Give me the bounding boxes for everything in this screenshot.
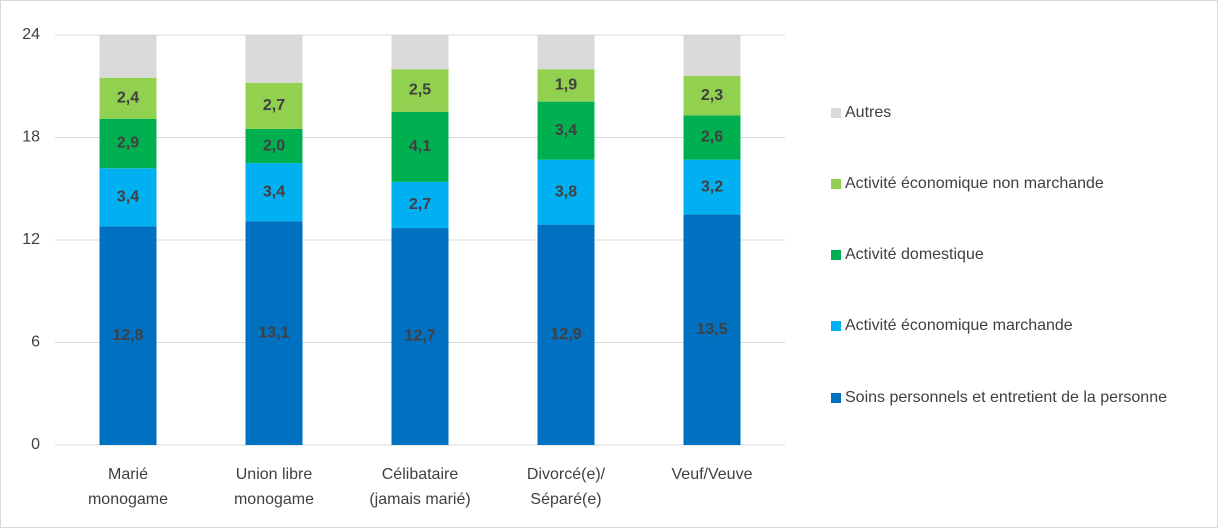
value-label: 12,8 bbox=[112, 327, 143, 344]
y-tick-label: 0 bbox=[31, 436, 40, 453]
x-tick-label: Union libre monogame bbox=[234, 466, 314, 508]
bar-segment bbox=[391, 228, 449, 445]
value-label: 12,7 bbox=[404, 328, 435, 345]
bar-segment bbox=[537, 159, 595, 225]
legend-label: Activité domestique bbox=[845, 246, 984, 263]
bar-segment bbox=[391, 35, 449, 70]
bar-segment bbox=[537, 224, 595, 445]
legend-swatch bbox=[831, 393, 841, 403]
bar-segment bbox=[99, 226, 157, 445]
value-label: 13,1 bbox=[258, 324, 289, 341]
value-label: 2,0 bbox=[263, 137, 285, 154]
bar-segment bbox=[683, 115, 741, 160]
bar-segment bbox=[245, 163, 303, 222]
value-label: 3,4 bbox=[263, 183, 285, 200]
y-tick-label: 18 bbox=[22, 129, 40, 146]
legend-label: Activité économique non marchande bbox=[845, 175, 1104, 192]
bar-segment bbox=[99, 118, 157, 169]
bar-segment bbox=[683, 159, 741, 215]
legend-label: Soins personnels et entretient de la per… bbox=[845, 389, 1167, 406]
y-tick-label: 12 bbox=[22, 231, 40, 248]
bar-segment bbox=[99, 168, 157, 227]
legend-swatch bbox=[831, 108, 841, 118]
bar-segment bbox=[245, 128, 303, 164]
legend-swatch bbox=[831, 179, 841, 189]
value-label: 3,4 bbox=[117, 189, 139, 206]
bar-segment bbox=[391, 69, 449, 112]
value-label: 1,9 bbox=[555, 77, 577, 94]
legend-label: Autres bbox=[845, 104, 891, 121]
bar-segment bbox=[245, 35, 303, 83]
value-label: 2,7 bbox=[409, 196, 431, 213]
value-label: 2,3 bbox=[701, 87, 723, 104]
value-label: 2,5 bbox=[409, 82, 431, 99]
x-tick-label: Marié monogame bbox=[88, 466, 168, 508]
bar-segment bbox=[683, 214, 741, 445]
bar-segment bbox=[537, 101, 595, 160]
value-label: 2,9 bbox=[117, 135, 139, 152]
legend-swatch bbox=[831, 321, 841, 331]
bar-segment bbox=[683, 35, 741, 76]
x-tick-label: Divorcé(e)/Séparé(e) bbox=[527, 466, 606, 508]
x-tick-label: Veuf/Veuve bbox=[672, 466, 753, 483]
value-label: 2,6 bbox=[701, 129, 723, 146]
legend-label: Activité économique marchande bbox=[845, 317, 1073, 334]
value-label: 2,7 bbox=[263, 97, 285, 114]
bar-segment bbox=[245, 82, 303, 129]
bar-segment bbox=[537, 69, 595, 102]
value-label: 4,1 bbox=[409, 138, 431, 155]
legend-swatch bbox=[831, 250, 841, 260]
bar-segment bbox=[245, 221, 303, 445]
y-tick-label: 6 bbox=[31, 334, 40, 351]
x-tick-label: Célibataire (jamais marié) bbox=[369, 466, 470, 508]
bar-segment bbox=[391, 111, 449, 182]
bar-segment bbox=[99, 35, 157, 78]
y-tick-label: 24 bbox=[22, 26, 40, 43]
bar-segment bbox=[683, 76, 741, 116]
value-label: 13,5 bbox=[696, 321, 727, 338]
bar-segment bbox=[391, 181, 449, 229]
value-label: 3,8 bbox=[555, 183, 577, 200]
value-label: 3,4 bbox=[555, 122, 577, 139]
value-label: 2,4 bbox=[117, 89, 139, 106]
bar-segment bbox=[99, 77, 157, 119]
bar-segment bbox=[537, 35, 595, 70]
value-label: 12,9 bbox=[550, 326, 581, 343]
value-label: 3,2 bbox=[701, 178, 723, 195]
